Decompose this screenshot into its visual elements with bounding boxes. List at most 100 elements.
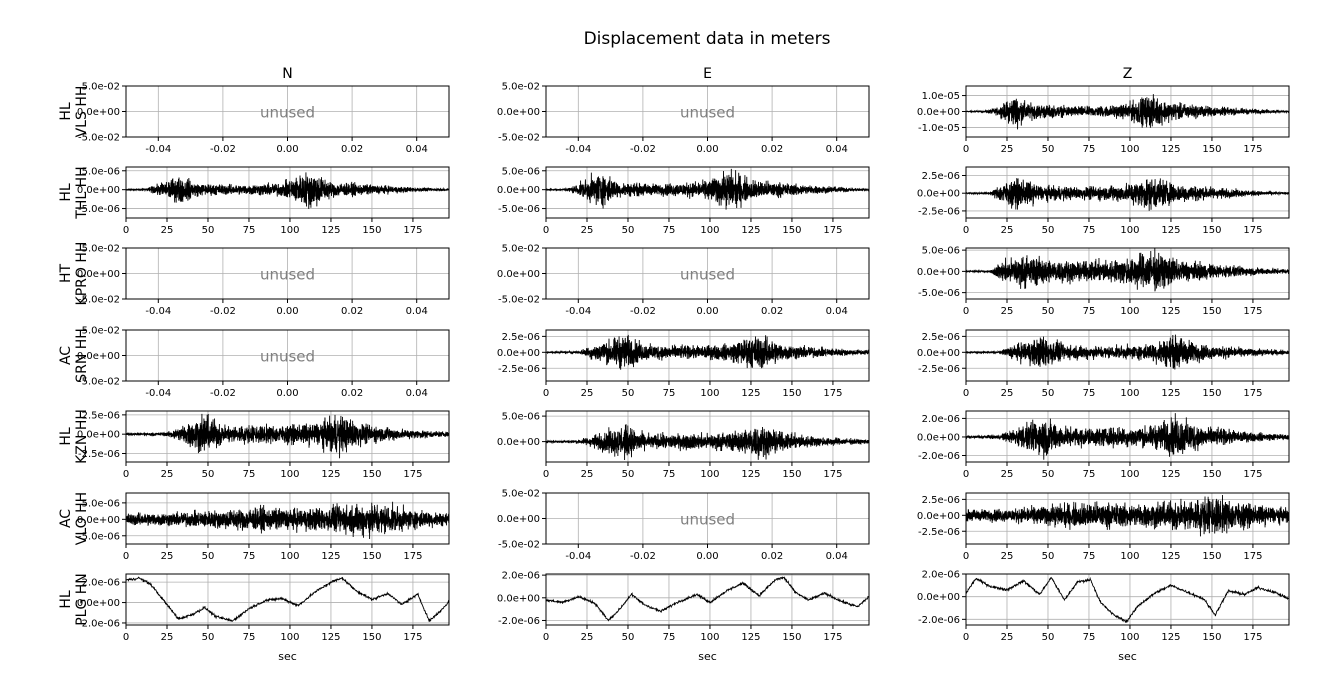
- x-tick-label: 0: [963, 144, 969, 155]
- y-tick-label: 5.0e-06: [82, 166, 120, 177]
- panel-frame: [545, 410, 870, 463]
- panel-r1-c1: unused -0.04 -0.02 0.00 0.02 0.04 5.0e-02 0.0e+…: [77, 82, 450, 155]
- x-tick-label: -0.02: [630, 306, 656, 317]
- panel-r5-c1: 0 25 50 75 100 125 150 175 2.5e-06 0.0e+00 -2.5e-0…: [77, 410, 450, 480]
- x-tick-label: 0: [543, 469, 549, 480]
- x-tick-label: 75: [663, 225, 676, 236]
- row-label: HT KPRO HH: [58, 242, 90, 306]
- y-tick-label: 5.0e-02: [502, 489, 540, 500]
- y-tick-label: -5.0e-02: [78, 377, 120, 388]
- y-tick-label: 2.0e-06: [502, 571, 540, 582]
- y-tick-label: -5.0e-06: [498, 204, 540, 215]
- y-tick-label: -5.0e-06: [78, 531, 120, 542]
- y-tick-label: 0.0e+00: [497, 514, 540, 525]
- y-tick-label: 0.0e+00: [497, 269, 540, 280]
- y-tick-label: 5.0e-02: [82, 244, 120, 255]
- x-tick-label: 75: [663, 632, 676, 643]
- x-tick-label: 50: [1042, 388, 1055, 399]
- x-tick-label: 0: [543, 632, 549, 643]
- y-tick-label: -2.5e-06: [918, 527, 960, 538]
- y-tick-label: -5.0e-02: [498, 133, 540, 144]
- x-tick-label: 125: [1161, 306, 1180, 317]
- row-label-station: VLO HH: [74, 492, 90, 545]
- row-label: HL THL HH: [58, 166, 90, 219]
- y-tick-label: 2.5e-06: [502, 332, 540, 343]
- x-tick-label: 50: [1042, 469, 1055, 480]
- x-tick-label: 0: [123, 632, 129, 643]
- x-tick-label: 0: [963, 632, 969, 643]
- seismogram-trace: [966, 178, 1289, 211]
- row-label-station: SRN HH: [74, 328, 90, 383]
- x-tick-label: 150: [362, 632, 381, 643]
- y-tick-label: 0.0e+00: [497, 593, 540, 604]
- panel-frame: [545, 573, 870, 626]
- seismogram-trace: [126, 501, 449, 540]
- row-label-network: AC: [58, 346, 74, 365]
- unused-label: unused: [680, 104, 735, 122]
- panel-frame: [965, 247, 1290, 300]
- x-tick-label: 75: [1083, 144, 1096, 155]
- row-label-station: KZN HH: [74, 409, 90, 464]
- x-tick-label: 50: [622, 632, 635, 643]
- x-tick-label: 100: [700, 225, 719, 236]
- x-tick-label: 0: [543, 225, 549, 236]
- y-tick-label: -2.0e-06: [498, 616, 540, 627]
- x-tick-label: 50: [622, 388, 635, 399]
- panel-r3-c3: 0 25 50 75 100 125 150 175 5.0e-06 0.0e+00 -5.0e-0…: [917, 246, 1290, 317]
- panel-frame: [125, 492, 450, 545]
- x-tick-label: 75: [1083, 632, 1096, 643]
- x-tick-label: 125: [741, 225, 760, 236]
- x-tick-label: -0.04: [145, 306, 171, 317]
- row-label-station: THL HH: [74, 166, 90, 219]
- x-axis-label: sec: [1118, 650, 1137, 663]
- y-tick-label: 2.5e-06: [922, 495, 960, 506]
- panel-r5-c3: 0 25 50 75 100 125 150 175 2.0e-06 0.0e+00 -2.0e-0…: [917, 410, 1290, 480]
- row-label: HL KZN HH: [58, 409, 90, 464]
- x-tick-label: 0.00: [696, 551, 718, 562]
- x-tick-label: 0.04: [406, 388, 428, 399]
- row-label-station: PLG HN: [74, 573, 90, 626]
- row-label: AC SRN HH: [58, 328, 90, 383]
- x-tick-label: 150: [782, 632, 801, 643]
- y-tick-label: 2.0e-06: [922, 570, 960, 581]
- x-tick-label: 150: [362, 469, 381, 480]
- panel-r1-c2: unused -0.04 -0.02 0.00 0.02 0.04 5.0e-02 0.0e+…: [497, 82, 870, 155]
- x-tick-label: 50: [1042, 225, 1055, 236]
- x-tick-label: 100: [700, 632, 719, 643]
- y-tick-label: -2.5e-06: [498, 364, 540, 375]
- column-title-n: N: [282, 66, 292, 82]
- y-tick-label: -5.0e-06: [918, 288, 960, 299]
- x-tick-label: 75: [1083, 551, 1096, 562]
- x-tick-label: 75: [663, 469, 676, 480]
- y-tick-label: 2.0e-06: [922, 414, 960, 425]
- x-tick-label: 150: [782, 469, 801, 480]
- x-tick-label: 0.04: [826, 144, 848, 155]
- panel-frame: [125, 166, 450, 219]
- y-tick-label: -2.5e-06: [78, 449, 120, 460]
- x-tick-label: 50: [622, 225, 635, 236]
- y-tick-label: 0.0e+00: [77, 598, 120, 609]
- x-tick-label: 75: [243, 632, 256, 643]
- seismogram-trace: [966, 576, 1289, 624]
- seismogram-trace: [126, 172, 449, 209]
- y-tick-label: 2.5e-06: [922, 332, 960, 343]
- x-tick-label: 150: [1202, 632, 1221, 643]
- x-tick-label: 0.02: [761, 144, 783, 155]
- x-tick-label: 125: [1161, 469, 1180, 480]
- x-tick-label: 0.00: [276, 306, 298, 317]
- row-label-network: HL: [58, 590, 74, 609]
- row-label: HL VLS HH: [58, 86, 90, 138]
- y-tick-label: -2.0e-06: [918, 451, 960, 462]
- panel-r6-c1: 0 25 50 75 100 125 150 175 5.0e-06 0.0e+00 -5.0e-0…: [77, 492, 450, 562]
- x-tick-label: 0: [123, 469, 129, 480]
- x-tick-label: 25: [161, 469, 174, 480]
- x-tick-label: 0.04: [826, 306, 848, 317]
- y-tick-label: 0.0e+00: [917, 432, 960, 443]
- x-tick-label: 100: [280, 469, 299, 480]
- y-tick-label: 5.0e-02: [82, 82, 120, 93]
- panel-frame: [545, 166, 870, 219]
- seismogram-trace: [546, 575, 869, 622]
- panel-r3-c1: unused -0.04 -0.02 0.00 0.02 0.04 5.0e-02 0.0e+…: [77, 244, 450, 317]
- x-axis-label: sec: [278, 650, 297, 663]
